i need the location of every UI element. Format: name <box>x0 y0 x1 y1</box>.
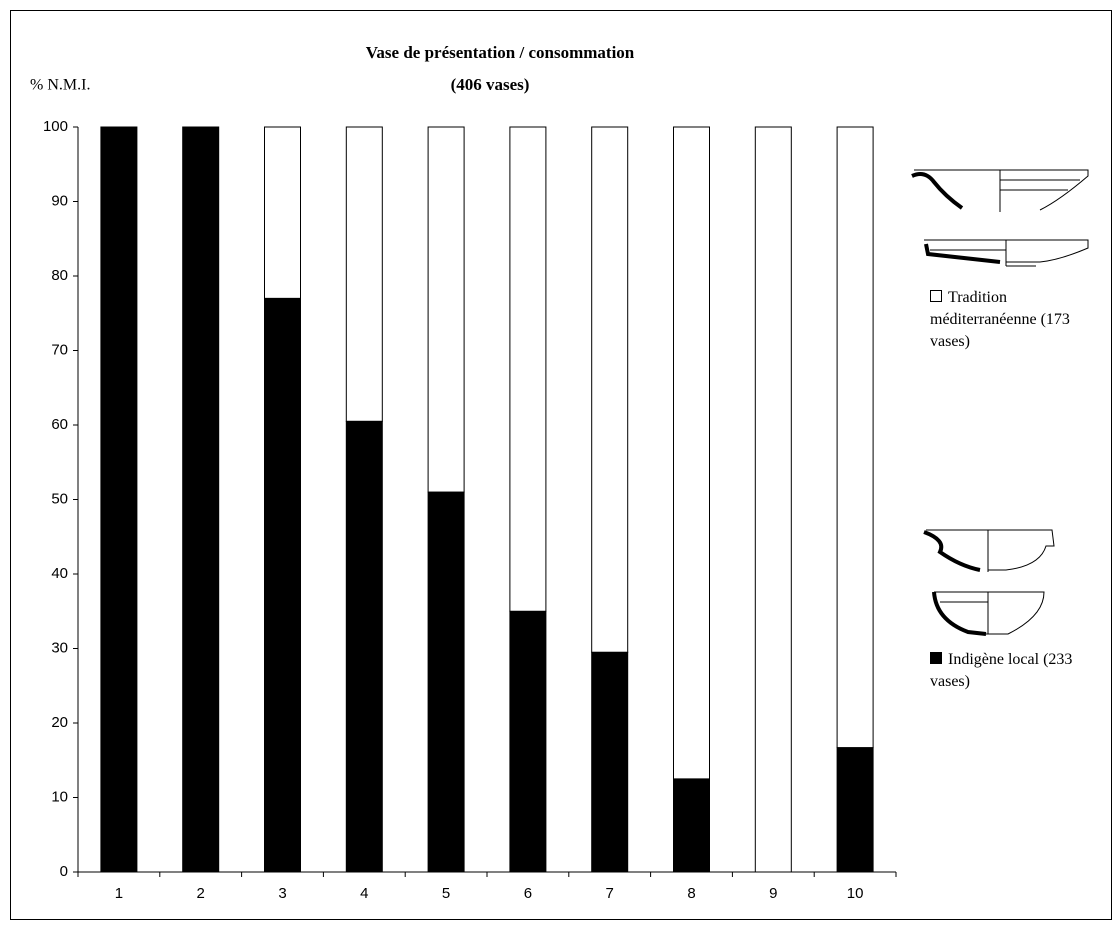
y-tick-label: 0 <box>60 863 68 880</box>
bar-segment <box>509 610 547 873</box>
x-tick-label: 5 <box>442 885 450 902</box>
chart-subtitle: (406 vases) <box>451 75 530 94</box>
legend-label: Tradition méditerranéenne (173 vases) <box>930 289 1070 350</box>
bar-segment <box>345 126 383 422</box>
x-tick-label: 3 <box>278 885 286 902</box>
bar-segment <box>754 126 792 873</box>
bar-segment <box>345 420 383 873</box>
legend-entry: Indigène local (233 vases) <box>930 649 1080 693</box>
legend-swatch <box>930 652 942 664</box>
y-tick-label: 10 <box>51 788 68 805</box>
bar-segment <box>673 126 710 780</box>
y-tick-label: 40 <box>51 565 68 582</box>
legend-entry: Tradition méditerranéenne (173 vases) <box>930 287 1080 353</box>
vessel-drawings <box>911 169 1089 636</box>
bar-segment <box>836 126 874 749</box>
bar-segment <box>591 126 629 653</box>
bar-segment <box>100 126 138 873</box>
x-tick-label: 6 <box>524 885 532 902</box>
x-tick-label: 8 <box>687 885 695 902</box>
bar-segment <box>673 778 710 873</box>
y-tick-label: 80 <box>51 267 68 284</box>
bar-segment <box>591 651 629 873</box>
y-tick-label: 20 <box>51 714 68 731</box>
frame <box>10 10 1112 920</box>
bar-segment <box>182 126 220 873</box>
y-tick-label: 60 <box>51 416 68 433</box>
x-tick-label: 2 <box>197 885 205 902</box>
y-tick-label: 30 <box>51 639 68 656</box>
y-tick-label: 50 <box>51 490 68 507</box>
legend-label: Indigène local (233 vases) <box>930 651 1073 690</box>
bar-segment <box>509 126 547 612</box>
x-tick-label: 7 <box>606 885 614 902</box>
x-tick-label: 1 <box>115 885 123 902</box>
x-tick-label: 4 <box>360 885 368 902</box>
y-tick-label: 100 <box>43 118 68 135</box>
bar-segment <box>264 297 301 873</box>
y-axis-label: % N.M.I. <box>30 77 90 94</box>
legend-swatch <box>930 290 942 302</box>
bar-segment <box>836 747 874 873</box>
bar-segment <box>264 126 301 299</box>
chart-title: Vase de présentation / consommation <box>366 43 635 62</box>
bar-segment <box>427 491 465 873</box>
bar-segment <box>427 126 465 493</box>
y-tick-label: 70 <box>51 341 68 358</box>
x-tick-label: 9 <box>769 885 777 902</box>
y-tick-label: 90 <box>51 192 68 209</box>
x-tick-label: 10 <box>847 885 864 902</box>
